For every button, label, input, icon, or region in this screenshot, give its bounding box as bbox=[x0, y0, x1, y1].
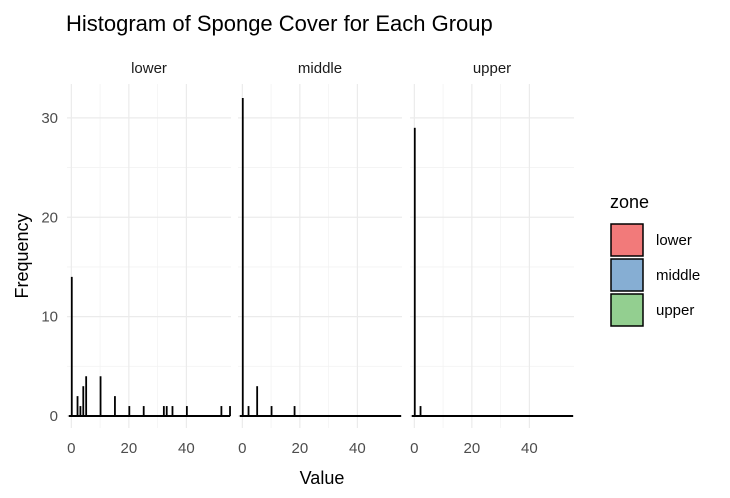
facet-strip-upper: upper bbox=[473, 60, 511, 77]
legend-entries: lower middle upper bbox=[610, 223, 700, 327]
histogram-bar bbox=[70, 276, 73, 416]
histogram-bar bbox=[293, 406, 296, 416]
histogram-bar bbox=[165, 406, 168, 416]
y-tick-label: 30 bbox=[41, 110, 58, 127]
histogram-bar bbox=[142, 406, 145, 416]
chart-title: Histogram of Sponge Cover for Each Group bbox=[66, 11, 493, 36]
histogram-bar bbox=[128, 406, 131, 416]
legend-title: zone bbox=[610, 192, 649, 212]
x-tick-label: 0 bbox=[410, 440, 418, 457]
x-tick-label: 40 bbox=[521, 440, 538, 457]
histogram-bar bbox=[185, 406, 188, 416]
histogram-bar bbox=[419, 406, 422, 416]
histogram-bar bbox=[82, 386, 85, 416]
histogram-bar bbox=[256, 386, 259, 416]
x-tick-label: 0 bbox=[67, 440, 75, 457]
x-tick-label: 40 bbox=[349, 440, 366, 457]
y-axis-title: Frequency bbox=[12, 213, 32, 298]
histogram-bar bbox=[270, 406, 273, 416]
histogram-bar bbox=[99, 376, 102, 416]
histogram-bar bbox=[171, 406, 174, 416]
facet-panel-lower: lower 0 20 40 bbox=[67, 60, 231, 457]
histogram-bar bbox=[162, 406, 165, 416]
histogram-bar bbox=[241, 98, 244, 416]
histogram-bar bbox=[114, 396, 116, 416]
legend: zone lower middle upper bbox=[610, 192, 700, 327]
x-tick-label: 40 bbox=[178, 440, 195, 457]
legend-swatch-middle bbox=[610, 258, 644, 292]
histogram-bar bbox=[85, 376, 88, 416]
x-tick-label: 20 bbox=[464, 440, 481, 457]
facet-panel-upper: upper 0 20 40 bbox=[410, 60, 574, 457]
histogram-bar bbox=[247, 406, 250, 416]
x-tick-label: 0 bbox=[238, 440, 246, 457]
legend-label-upper: upper bbox=[656, 302, 694, 319]
x-tick-label: 20 bbox=[121, 440, 138, 457]
y-tick-label: 10 bbox=[41, 309, 58, 326]
histogram-bar bbox=[79, 406, 82, 416]
histogram-bar bbox=[413, 127, 416, 416]
legend-swatch-lower bbox=[610, 223, 644, 257]
histogram-bar bbox=[229, 406, 231, 416]
legend-label-middle: middle bbox=[656, 267, 700, 284]
facet-panel-middle: middle 0 20 40 bbox=[238, 60, 402, 457]
x-tick-label: 20 bbox=[292, 440, 309, 457]
facet-strip-middle: middle bbox=[298, 60, 342, 77]
facet-strip-lower: lower bbox=[131, 60, 167, 77]
plot-layer: lower 0 20 40 middle 0 20 40 upper 0 20 40 0 10 20 30 bbox=[41, 60, 574, 457]
legend-swatch-upper bbox=[610, 293, 644, 327]
legend-label-lower: lower bbox=[656, 232, 692, 249]
y-tick-label: 20 bbox=[41, 209, 58, 226]
histogram-bar bbox=[76, 396, 79, 416]
y-tick-label: 0 bbox=[50, 408, 58, 425]
x-axis-title: Value bbox=[300, 468, 345, 488]
histogram-bar bbox=[220, 406, 223, 416]
